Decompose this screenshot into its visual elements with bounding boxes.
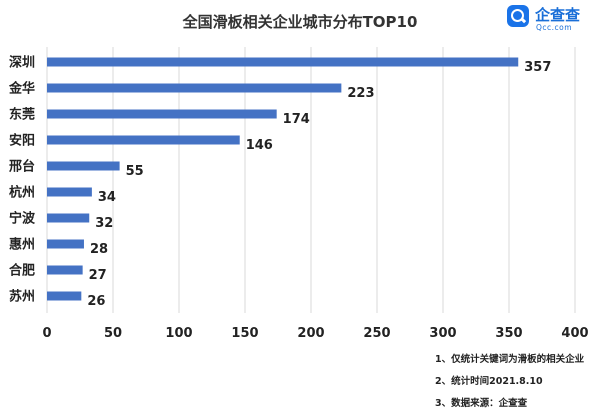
category-label: 苏州 [9, 289, 35, 305]
category-label: 安阳 [9, 133, 35, 149]
bar-宁波 [47, 213, 90, 223]
category-label: 惠州 [9, 237, 35, 253]
category-label: 杭州 [9, 185, 35, 201]
x-tick-label: 0 [42, 326, 51, 341]
value-label: 27 [89, 268, 107, 283]
bar-惠州 [47, 239, 84, 249]
value-label: 55 [126, 164, 144, 179]
x-tick-label: 300 [429, 326, 456, 341]
value-label: 28 [90, 242, 108, 257]
logo-name: 企查查 [535, 6, 581, 24]
bar-深圳 [47, 57, 519, 67]
bar-安阳 [47, 135, 240, 145]
bar-东莞 [47, 109, 277, 119]
footnote-3: 3、数据来源：企查查 [435, 398, 528, 409]
value-label: 32 [95, 216, 113, 231]
category-label: 东莞 [9, 107, 35, 123]
value-label: 34 [98, 190, 116, 205]
qcc-logo: 企查查 Qcc.com [505, 3, 597, 37]
bar-邢台 [47, 161, 120, 171]
value-label: 146 [246, 138, 273, 153]
x-tick-label: 100 [165, 326, 192, 341]
logo-url: Qcc.com [536, 23, 573, 32]
x-tick-label: 150 [231, 326, 258, 341]
bar-苏州 [47, 291, 82, 301]
bars [47, 57, 519, 301]
category-label: 合肥 [9, 263, 35, 279]
bar-合肥 [47, 265, 83, 275]
x-tick-label: 200 [297, 326, 324, 341]
x-tick-label: 50 [104, 326, 122, 341]
footnote-1: 1、仅统计关键词为滑板的相关企业 [435, 354, 585, 365]
x-tick-label: 350 [495, 326, 522, 341]
footnote-2: 2、统计时间2021.8.10 [435, 376, 543, 387]
value-label: 357 [524, 60, 551, 75]
category-label: 金华 [8, 81, 35, 97]
x-tick-label: 250 [363, 326, 390, 341]
labels: 0 50 100 150 200 250 300 350 400 深圳 357 金华 223 东莞 174 安… [8, 55, 589, 342]
value-label: 174 [283, 112, 310, 127]
magnifier-icon [507, 5, 529, 27]
x-tick-label: 400 [561, 326, 588, 341]
bar-金华 [47, 83, 342, 93]
bar-杭州 [47, 187, 92, 197]
category-label: 深圳 [9, 55, 35, 71]
category-label: 宁波 [9, 211, 36, 227]
chart-title: 全国滑板相关企业城市分布TOP10 [182, 13, 418, 31]
category-label: 邢台 [9, 159, 35, 175]
value-label: 26 [87, 294, 105, 309]
value-label: 223 [347, 86, 374, 101]
